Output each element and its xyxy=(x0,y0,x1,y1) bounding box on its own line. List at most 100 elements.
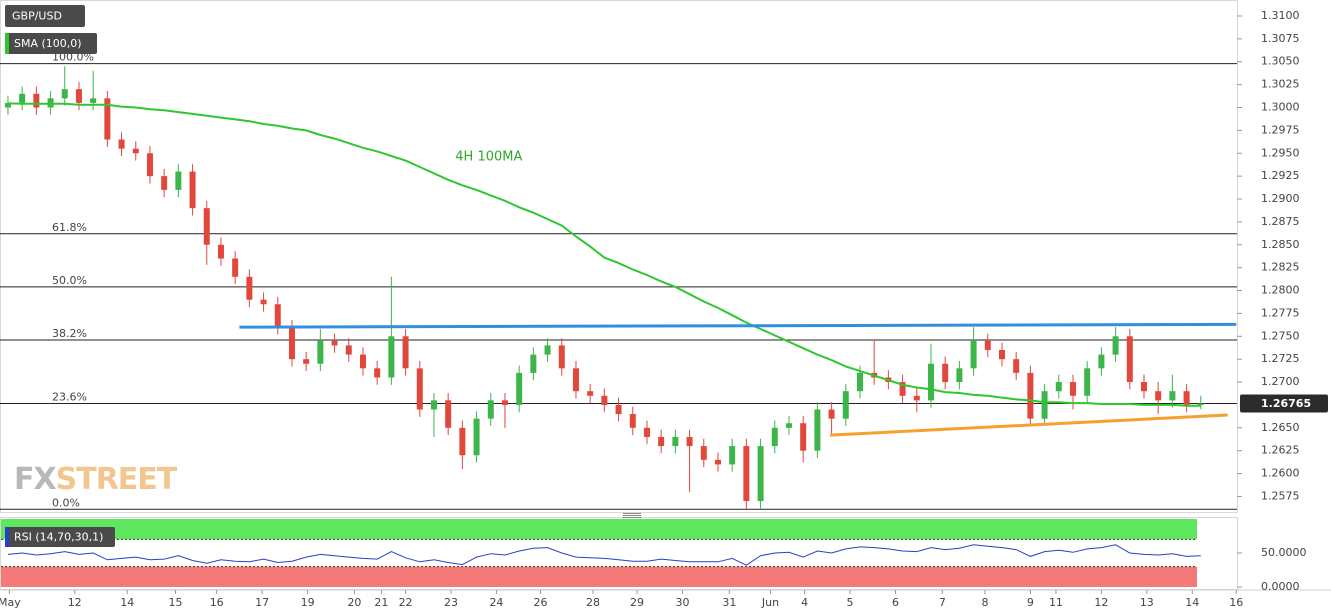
rsi-overbought-band xyxy=(1,519,1197,540)
candle-body xyxy=(785,423,792,428)
candle-body xyxy=(402,336,409,369)
candle-body xyxy=(430,400,437,410)
x-tick-label: 12 xyxy=(1094,596,1108,609)
trendline xyxy=(830,413,1228,437)
rsi-label: RSI (14,70,30,1) xyxy=(14,531,103,544)
candle-body xyxy=(260,299,267,305)
candle-body xyxy=(1126,336,1133,383)
axes: 1.3100 1.3075 1.3050 1.3025 1.3000 1.2975 1.29… xyxy=(0,9,1328,609)
candle-body xyxy=(942,363,949,383)
y-tick-label: 1.2650 xyxy=(1261,421,1300,434)
candle-body xyxy=(232,258,239,277)
candle-body xyxy=(274,304,281,328)
candle-body xyxy=(19,93,26,103)
rsi-line xyxy=(7,544,1201,566)
x-tick-label: 15 xyxy=(169,596,183,609)
rsi-bands xyxy=(1,519,1197,587)
x-tick-label: Jun xyxy=(761,596,779,609)
candle-body xyxy=(416,368,423,410)
y-tick-label: 1.2900 xyxy=(1261,192,1300,205)
y-tick-label: 1.2975 xyxy=(1261,123,1300,136)
x-tick-label: 20 xyxy=(347,596,361,609)
candle-body xyxy=(33,93,40,108)
x-tick-label: 19 xyxy=(301,596,315,609)
y-tick-label: 1.3025 xyxy=(1261,78,1300,91)
x-tick-label: 17 xyxy=(255,596,269,609)
y-tick-label: 1.2625 xyxy=(1261,444,1300,457)
trendline xyxy=(239,322,1237,329)
candle-body xyxy=(913,395,920,401)
x-tick-label: 24 xyxy=(489,596,503,609)
candle-body xyxy=(217,244,224,259)
candle-body xyxy=(572,368,579,392)
sma-line xyxy=(7,102,1201,407)
fib-label: 0.0% xyxy=(52,496,80,509)
candle-body xyxy=(1197,403,1204,405)
candle-body xyxy=(899,382,906,396)
y-tick-label: 1.2575 xyxy=(1261,489,1300,502)
candle-body xyxy=(516,372,523,405)
x-tick-label: 7 xyxy=(939,596,946,609)
y-tick-label: 1.2775 xyxy=(1261,306,1300,319)
x-tick-label: 8 xyxy=(981,596,988,609)
x-tick-label: 9 xyxy=(1027,596,1034,609)
x-tick-label: 4 xyxy=(801,596,808,609)
y-tick-label: 1.3075 xyxy=(1261,32,1300,45)
candle-body xyxy=(615,404,622,415)
candle-body xyxy=(700,446,707,460)
candle-body xyxy=(118,139,125,149)
candle-body xyxy=(658,436,665,447)
candle-body xyxy=(246,276,253,300)
candle-body xyxy=(544,345,551,355)
candle-body xyxy=(132,148,139,154)
candle-body xyxy=(1098,354,1105,369)
candle-body xyxy=(856,372,863,392)
candle-body xyxy=(601,395,608,405)
candle-body xyxy=(501,400,508,405)
candle-body xyxy=(814,409,821,451)
candle-body xyxy=(643,427,650,437)
candle-body xyxy=(686,436,693,447)
candle-body xyxy=(1084,368,1091,396)
candle-body xyxy=(672,436,679,447)
y-tick-label: 1.2825 xyxy=(1261,261,1300,274)
candle-body xyxy=(473,418,480,456)
candle-body xyxy=(1140,382,1147,392)
candle-body xyxy=(374,368,381,378)
candle-body xyxy=(359,354,366,369)
rsi-badge xyxy=(5,527,115,547)
candle-body xyxy=(1041,391,1048,419)
candle-body xyxy=(558,345,565,369)
y-tick-label: 1.2600 xyxy=(1261,467,1300,480)
x-tick-label: 31 xyxy=(722,596,736,609)
x-tick-label: 22 xyxy=(399,596,413,609)
last-price-label: 1.26765 xyxy=(1261,397,1311,410)
y-tick-label: 1.2750 xyxy=(1261,329,1300,342)
candle-body xyxy=(317,340,324,364)
y-tick-label: 1.2925 xyxy=(1261,169,1300,182)
candle-body xyxy=(203,208,210,245)
candle-body xyxy=(104,98,111,140)
y-tick-label: 1.2850 xyxy=(1261,238,1300,251)
x-tick-label: 23 xyxy=(444,596,458,609)
candle-body xyxy=(331,340,338,346)
candle-body xyxy=(146,153,153,177)
candle-body xyxy=(1155,391,1162,401)
candle-body xyxy=(1069,382,1076,396)
candle-body xyxy=(800,423,807,451)
candle-body xyxy=(1027,372,1034,419)
x-tick-label: 13 xyxy=(1140,596,1154,609)
rsi-badge-swatch xyxy=(5,527,9,547)
fib-label: 23.6% xyxy=(52,391,87,404)
symbol-badge xyxy=(5,5,85,27)
fib-levels: 100.0%61.8%50.0%38.2%23.6%0.0% xyxy=(0,51,1237,510)
price-panel-frame xyxy=(0,0,1238,513)
x-tick-label: 21 xyxy=(374,596,388,609)
candle-body xyxy=(459,427,466,456)
panel-splitter xyxy=(623,513,641,518)
candle-body xyxy=(75,89,82,103)
candle-body xyxy=(1183,391,1190,405)
candle-body xyxy=(1013,359,1020,373)
